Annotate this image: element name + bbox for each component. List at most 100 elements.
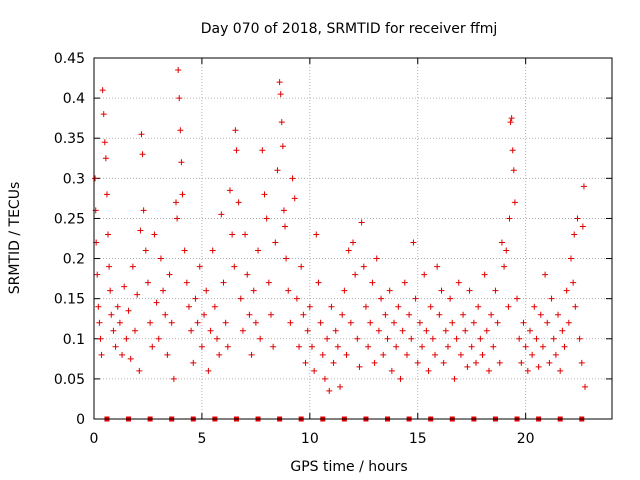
data-point xyxy=(298,263,305,270)
data-point xyxy=(103,191,110,198)
data-point xyxy=(492,287,499,294)
data-point xyxy=(190,359,197,366)
data-point xyxy=(138,131,145,138)
data-point xyxy=(414,359,421,366)
data-point xyxy=(347,319,354,326)
data-point xyxy=(214,335,221,342)
data-point xyxy=(508,115,515,122)
data-point xyxy=(95,303,102,310)
data-points xyxy=(92,67,589,394)
data-point xyxy=(259,147,266,154)
data-point xyxy=(319,351,326,358)
data-point xyxy=(250,287,257,294)
data-point xyxy=(511,199,518,206)
data-point xyxy=(107,287,114,294)
data-point xyxy=(580,183,587,190)
data-point xyxy=(360,263,367,270)
y-tick-label: 0.4 xyxy=(63,91,85,107)
data-point xyxy=(455,279,462,286)
data-point xyxy=(139,151,146,158)
data-point xyxy=(272,239,279,246)
data-point xyxy=(211,303,218,310)
data-point xyxy=(239,327,246,334)
data-point xyxy=(444,343,451,350)
data-point xyxy=(378,295,385,302)
data-point xyxy=(384,335,391,342)
data-point xyxy=(516,335,523,342)
data-point xyxy=(337,383,344,390)
data-point xyxy=(403,351,410,358)
data-point xyxy=(181,247,188,254)
data-point xyxy=(96,319,103,326)
data-point xyxy=(176,95,183,102)
axis-ticks: 0 0.05 0.1 0.15 0.2 0.25 0.3 0.35 0.4 0.45 0 5 10 15 2… xyxy=(54,51,612,447)
data-point xyxy=(332,327,339,334)
y-tick-label: 0.45 xyxy=(54,51,85,67)
data-point xyxy=(506,215,513,222)
data-point xyxy=(326,387,333,394)
data-point xyxy=(524,367,531,374)
x-tick-label: 0 xyxy=(90,431,99,447)
data-point xyxy=(425,367,432,374)
data-point xyxy=(526,327,533,334)
data-point xyxy=(369,279,376,286)
data-point xyxy=(162,311,169,318)
data-point xyxy=(101,139,108,146)
data-point xyxy=(371,359,378,366)
data-point xyxy=(449,319,456,326)
data-point xyxy=(170,375,177,382)
data-point xyxy=(177,127,184,134)
x-axis-label: GPS time / hours xyxy=(290,459,407,475)
data-point xyxy=(397,375,404,382)
data-point xyxy=(252,319,259,326)
data-point xyxy=(231,263,238,270)
grid xyxy=(94,58,612,419)
data-point xyxy=(330,359,337,366)
data-point xyxy=(277,91,284,98)
data-point xyxy=(468,343,475,350)
x-tick-label: 15 xyxy=(409,431,427,447)
data-point xyxy=(300,311,307,318)
data-point xyxy=(125,307,132,314)
data-point xyxy=(453,335,460,342)
data-point xyxy=(147,319,154,326)
data-point xyxy=(535,363,542,370)
data-point xyxy=(105,231,112,238)
data-point xyxy=(388,367,395,374)
y-tick-label: 0.1 xyxy=(63,332,85,348)
chart-title: Day 070 of 2018, SRMTID for receiver ffm… xyxy=(201,21,498,37)
data-point xyxy=(110,327,117,334)
data-point xyxy=(419,343,426,350)
data-point xyxy=(183,279,190,286)
data-point xyxy=(137,227,144,234)
data-point xyxy=(539,343,546,350)
y-tick-label: 0 xyxy=(76,412,85,428)
data-point xyxy=(287,319,294,326)
data-point xyxy=(270,343,277,350)
data-point xyxy=(257,335,264,342)
data-point xyxy=(401,279,408,286)
data-point xyxy=(166,271,173,278)
data-point xyxy=(421,271,428,278)
data-point xyxy=(447,295,454,302)
data-point xyxy=(123,335,130,342)
data-point xyxy=(555,311,562,318)
data-point xyxy=(356,363,363,370)
data-point xyxy=(279,143,286,150)
data-point xyxy=(99,87,106,94)
data-point xyxy=(164,351,171,358)
data-point xyxy=(142,247,149,254)
data-point xyxy=(218,211,225,218)
data-point xyxy=(352,271,359,278)
data-point xyxy=(501,263,508,270)
data-point xyxy=(276,79,283,86)
data-point xyxy=(328,303,335,310)
data-point xyxy=(203,287,210,294)
data-point xyxy=(479,351,486,358)
data-point xyxy=(188,327,195,334)
data-point xyxy=(451,375,458,382)
data-point xyxy=(97,335,104,342)
data-point xyxy=(432,351,439,358)
data-point xyxy=(278,119,285,126)
